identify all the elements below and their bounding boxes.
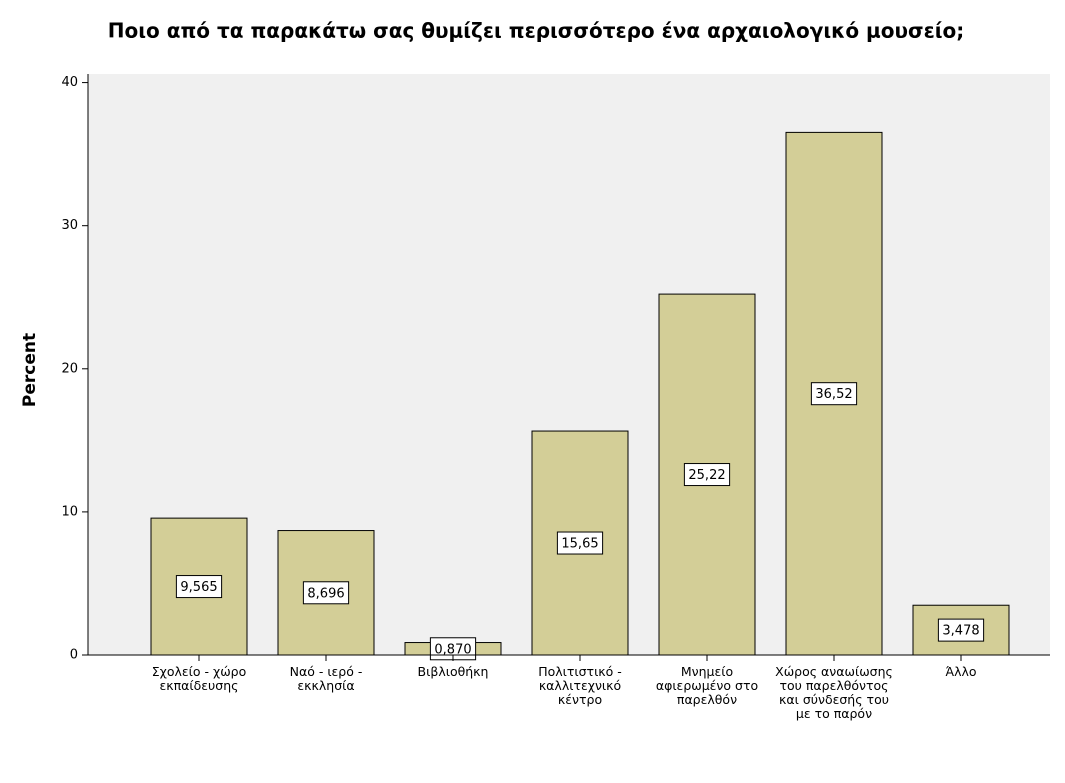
value-label-box (556, 531, 604, 555)
x-tick-label: Ναό - ιερό - εκκλησία (289, 664, 363, 693)
value-label: 15,65 (561, 537, 598, 552)
y-tick-label: 10 (61, 504, 78, 519)
value-label: 36,52 (815, 387, 852, 402)
value-label-box (683, 463, 731, 487)
value-label-box (175, 575, 223, 599)
value-label: 25,22 (688, 468, 725, 483)
y-tick-label: 30 (61, 218, 78, 233)
y-tick-label: 40 (61, 75, 78, 90)
value-label-box (810, 382, 858, 406)
x-tick-label: Βιβλιοθήκη (417, 664, 489, 679)
value-label: 0,870 (434, 642, 471, 657)
x-tick-label: Πολιτιστικό - καλλιτεχνικό κέντρο (538, 664, 622, 707)
value-label: 9,565 (180, 580, 217, 595)
y-axis-label: Percent (20, 333, 40, 407)
x-tick-label: Σχολείο - χώρο εκπαίδευσης (151, 664, 247, 693)
y-tick-label: 20 (61, 361, 78, 376)
x-tick-label: Χώρος αναωίωσης του παρελθόντος και σύνδ… (775, 664, 893, 721)
value-label-box (302, 581, 350, 605)
value-label-box (937, 618, 985, 642)
y-tick-label: 0 (70, 648, 78, 663)
chart-title: Ποιο από τα παρακάτω σας θυμίζει περισσό… (108, 19, 964, 43)
value-label: 3,478 (942, 624, 979, 639)
x-tick-label: Άλλο (945, 664, 977, 679)
value-label: 8,696 (307, 586, 344, 601)
x-tick-label: Μνημείο αφιερωμένο στο παρελθόν (655, 664, 759, 707)
